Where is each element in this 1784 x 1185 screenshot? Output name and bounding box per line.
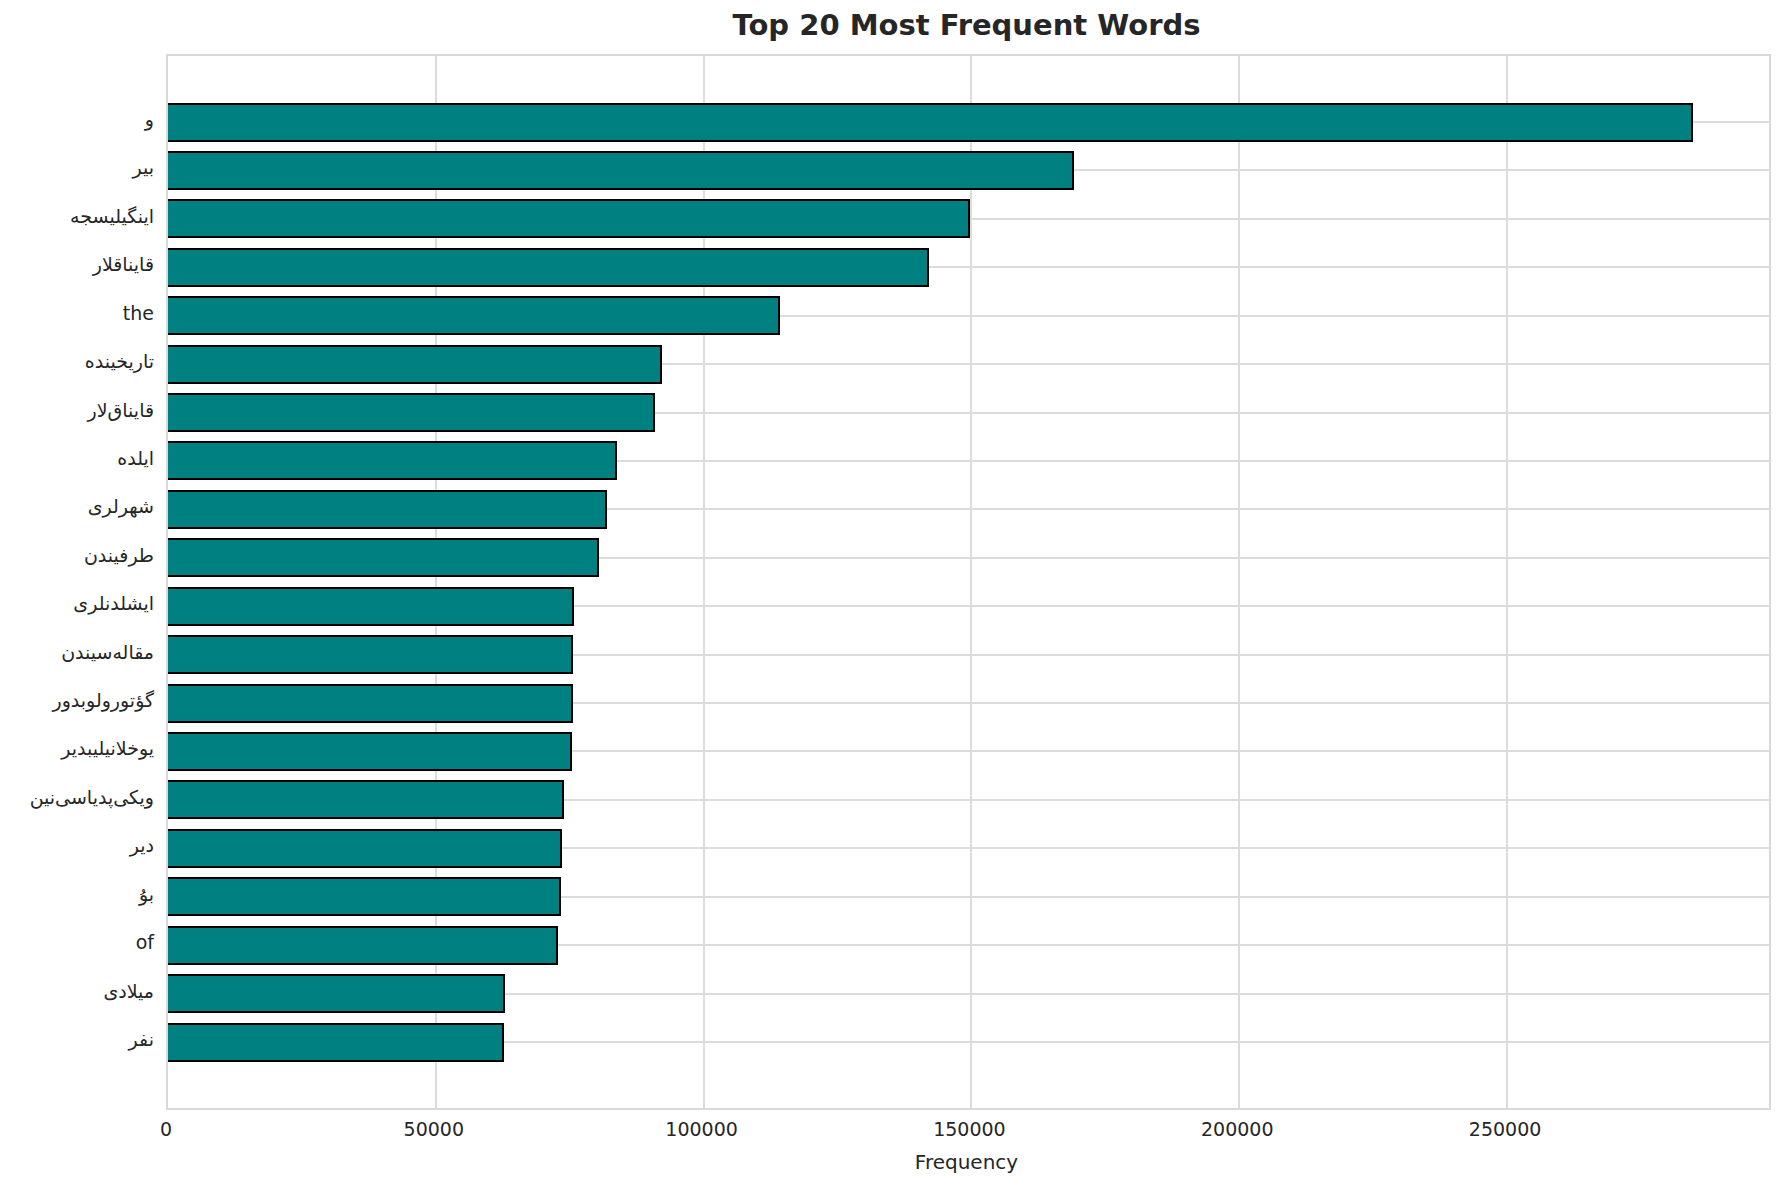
bar	[168, 393, 655, 432]
y-tick-label: the	[4, 304, 154, 323]
x-axis-title: Frequency	[166, 1150, 1767, 1174]
y-tick-label: قایناقلار	[4, 255, 154, 274]
bar	[168, 877, 561, 916]
bar	[168, 248, 929, 287]
bar	[168, 1023, 504, 1062]
x-gridline	[970, 56, 972, 1108]
y-tick-label: ایشلدنلری	[4, 594, 154, 613]
x-tick-label: 150000	[899, 1118, 1039, 1140]
bar	[168, 199, 970, 238]
bar	[168, 587, 574, 626]
bar	[168, 103, 1693, 142]
y-tick-label: و	[4, 110, 154, 129]
y-tick-label: نفر	[4, 1030, 154, 1049]
bar	[168, 296, 780, 335]
bar	[168, 780, 564, 819]
bar	[168, 926, 558, 965]
x-tick-label: 50000	[364, 1118, 504, 1140]
bar	[168, 151, 1074, 190]
y-tick-label: دیر	[4, 836, 154, 855]
y-tick-label: بیر	[4, 158, 154, 177]
bar	[168, 490, 607, 529]
bar	[168, 441, 617, 480]
bar	[168, 684, 573, 723]
y-tick-label: شهرلری	[4, 497, 154, 516]
bar	[168, 829, 562, 868]
bar	[168, 538, 599, 577]
figure: Top 20 Most Frequent Words و بیر اینگیلیسج…	[0, 0, 1784, 1185]
x-gridline	[1506, 56, 1508, 1108]
y-tick-label: اینگیلیسجه	[4, 207, 154, 226]
bar	[168, 345, 662, 384]
y-tick-label: مقاله‌سیندن	[4, 643, 154, 662]
bar	[168, 732, 572, 771]
y-tick-label: میلادی	[4, 982, 154, 1001]
y-tick-label: of	[4, 933, 154, 952]
y-tick-label: قایناق‌لار	[4, 401, 154, 420]
chart-title: Top 20 Most Frequent Words	[166, 8, 1767, 42]
x-gridline	[1238, 56, 1240, 1108]
x-tick-label: 0	[96, 1118, 236, 1140]
y-tick-label: ویکی‌پدیاسی‌نین	[4, 788, 154, 807]
x-tick-label: 250000	[1435, 1118, 1575, 1140]
y-tick-label: طرفیندن	[4, 546, 154, 565]
bar	[168, 635, 573, 674]
y-tick-label: گؤتورولوبدور	[4, 691, 154, 710]
y-tick-label: تاریخینده	[4, 352, 154, 371]
x-tick-label: 100000	[632, 1118, 772, 1140]
y-tick-label: بۇ	[4, 885, 154, 904]
y-tick-label: یوخلانیلیبدیر	[4, 739, 154, 758]
y-tick-label: ایلده	[4, 449, 154, 468]
x-tick-label: 200000	[1167, 1118, 1307, 1140]
plot-area	[166, 54, 1771, 1110]
bar	[168, 974, 505, 1013]
